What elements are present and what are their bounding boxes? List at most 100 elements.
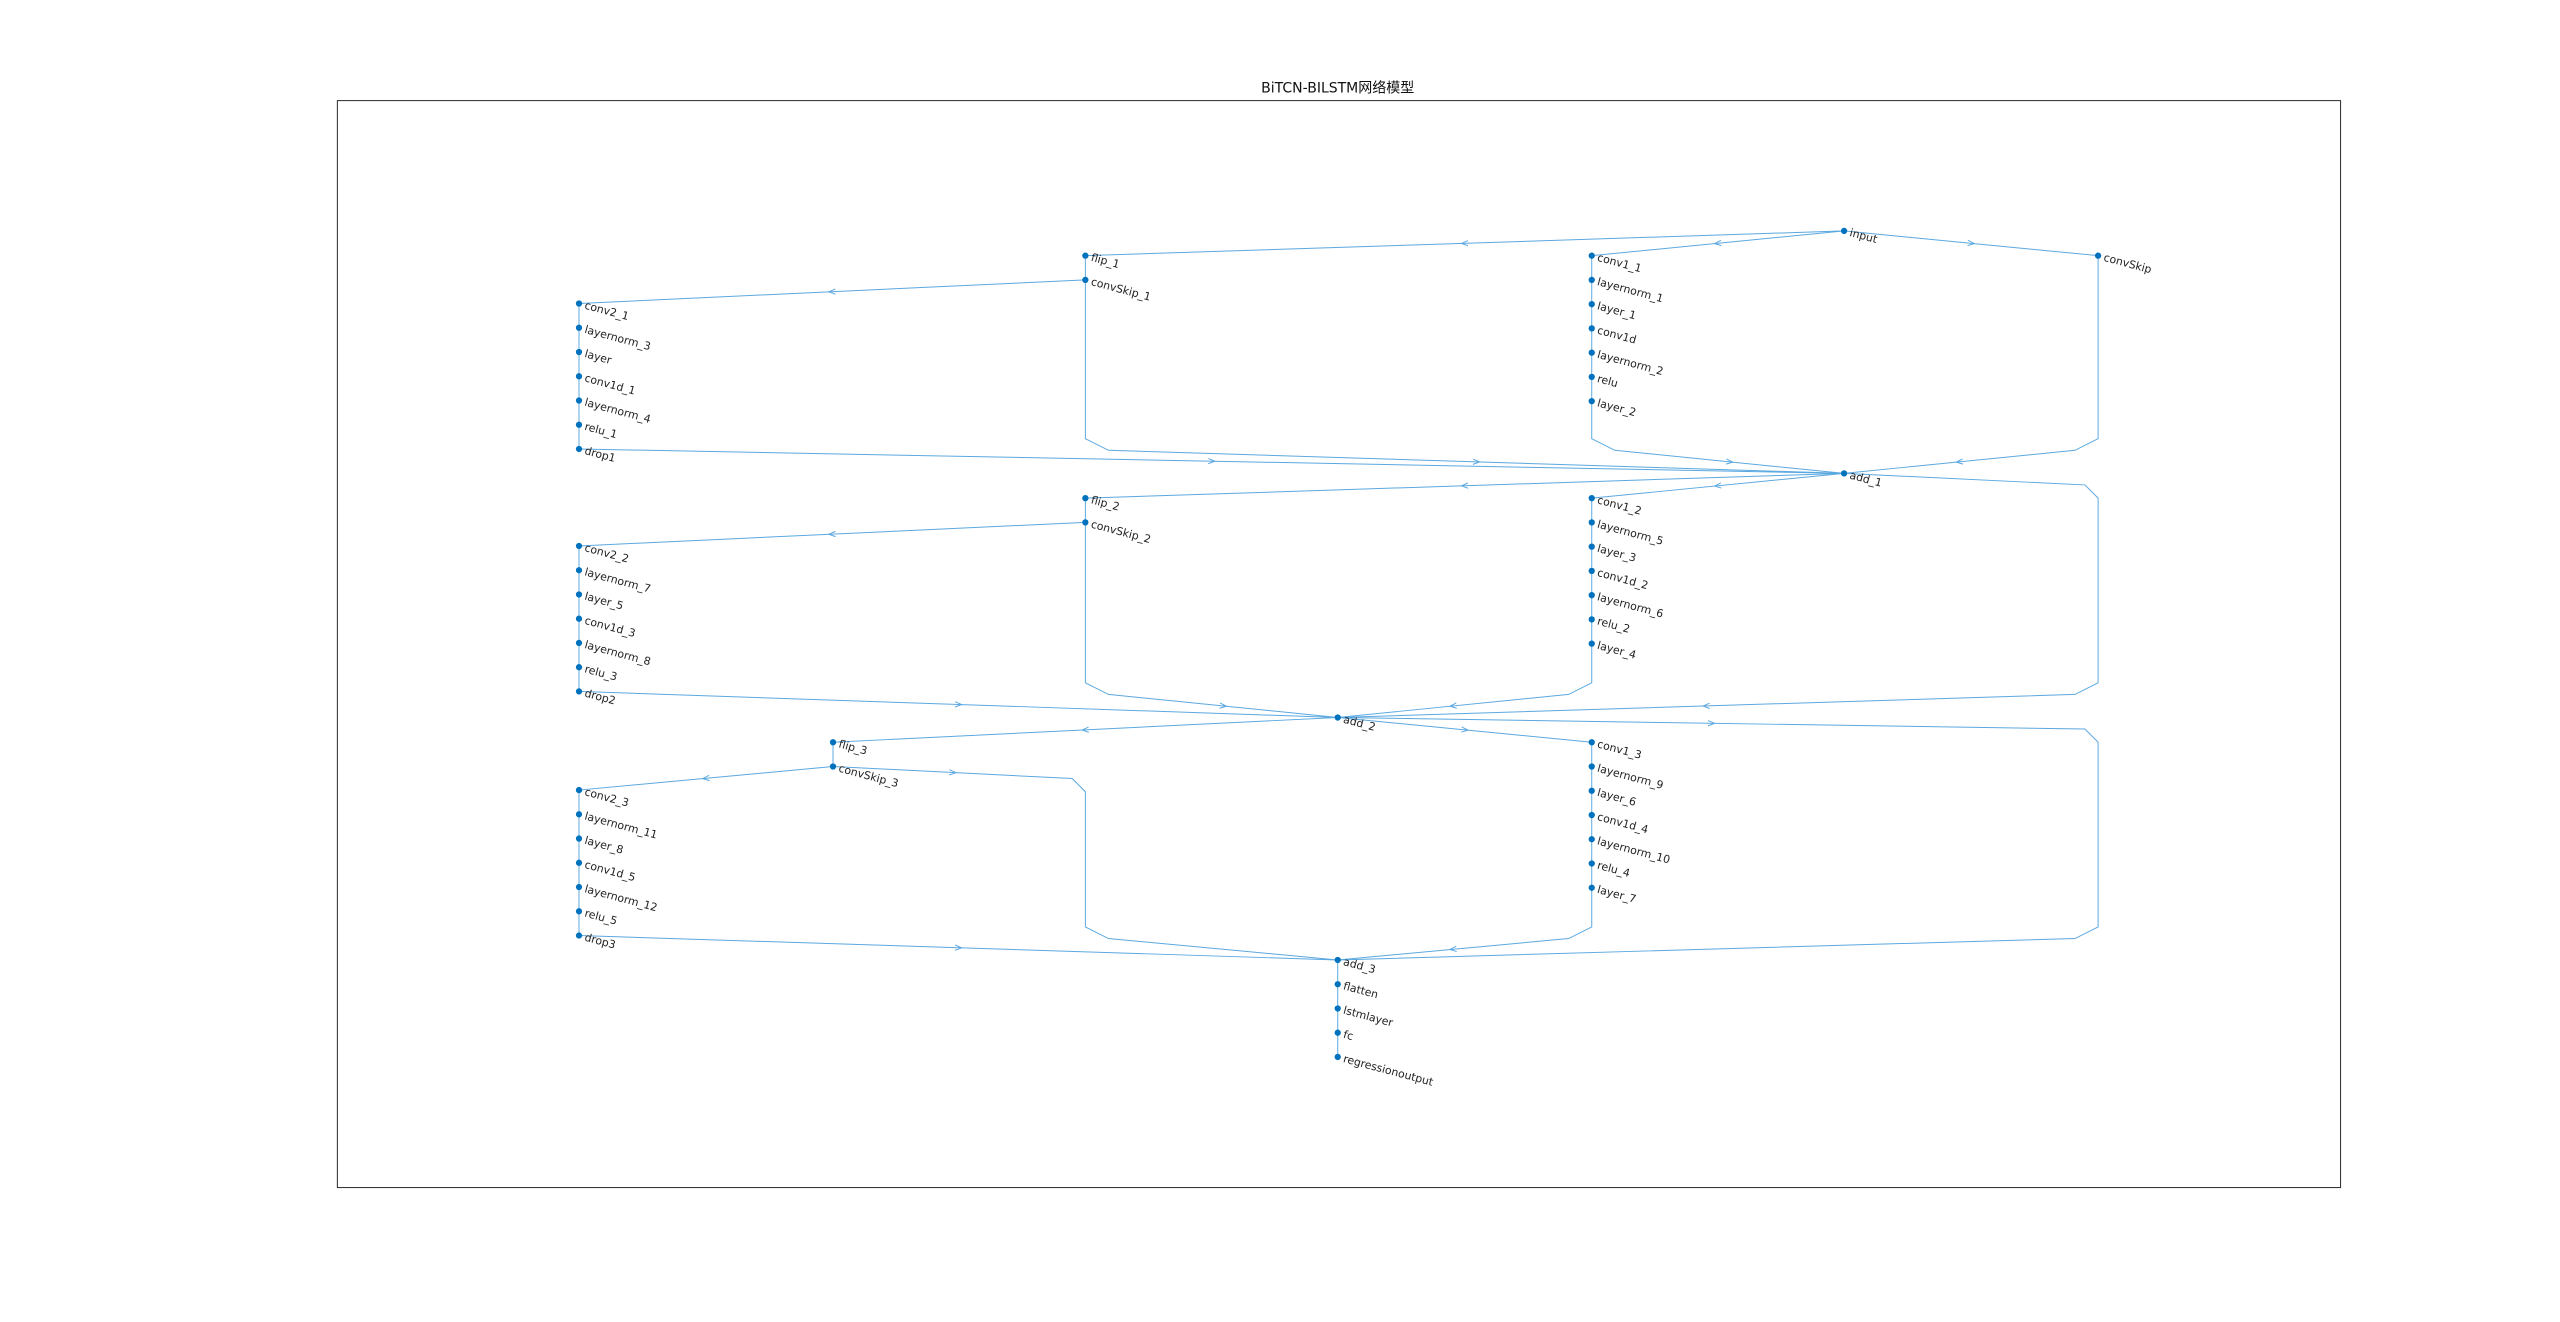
node bbox=[1588, 325, 1595, 332]
node bbox=[1588, 276, 1595, 284]
node bbox=[1334, 1029, 1341, 1036]
edge bbox=[1591, 230, 1845, 257]
edge-arrow bbox=[1713, 482, 1722, 489]
edge bbox=[578, 765, 834, 791]
node bbox=[1588, 252, 1595, 259]
node bbox=[575, 639, 583, 647]
edge bbox=[832, 716, 1338, 743]
edge-arrow bbox=[954, 701, 963, 708]
node bbox=[1588, 567, 1595, 574]
edge bbox=[1084, 279, 1845, 474]
node bbox=[575, 567, 583, 574]
edge bbox=[578, 521, 1086, 547]
node bbox=[1588, 640, 1595, 647]
edge-arrow bbox=[1080, 726, 1089, 733]
node bbox=[1082, 252, 1089, 259]
node bbox=[575, 348, 583, 356]
node bbox=[1588, 739, 1595, 746]
node bbox=[1588, 787, 1595, 794]
node-label: input bbox=[1848, 226, 1878, 246]
node bbox=[1334, 714, 1341, 721]
edge-arrow bbox=[1967, 239, 1976, 247]
node bbox=[575, 542, 583, 550]
edge-arrow bbox=[701, 774, 710, 782]
node-label: relu bbox=[1596, 372, 1619, 390]
edge bbox=[1844, 230, 2099, 257]
edge-arrow bbox=[949, 769, 958, 776]
node bbox=[1840, 470, 1848, 477]
node bbox=[575, 786, 583, 794]
edge-arrow bbox=[1219, 702, 1228, 709]
node bbox=[829, 763, 837, 770]
edge bbox=[1591, 472, 1845, 499]
edge-arrow bbox=[1707, 720, 1716, 727]
edge-arrow bbox=[827, 288, 836, 295]
node bbox=[575, 324, 583, 331]
node bbox=[1588, 543, 1595, 550]
edge-arrow bbox=[1725, 458, 1735, 465]
node bbox=[575, 397, 583, 404]
node bbox=[1588, 373, 1595, 381]
node bbox=[575, 688, 583, 695]
edge bbox=[578, 935, 1338, 961]
edge-arrow bbox=[1713, 239, 1722, 247]
node bbox=[575, 811, 583, 818]
node bbox=[1588, 836, 1595, 843]
node bbox=[1082, 519, 1089, 526]
node bbox=[575, 835, 583, 842]
node bbox=[575, 664, 583, 671]
edge bbox=[1337, 716, 1592, 743]
node bbox=[1588, 616, 1595, 623]
edge bbox=[1085, 230, 1845, 257]
edge bbox=[1337, 472, 2099, 718]
edge-arrow bbox=[827, 530, 836, 538]
node bbox=[1334, 1005, 1341, 1012]
node bbox=[1588, 884, 1595, 891]
node bbox=[575, 932, 583, 939]
node bbox=[575, 300, 583, 307]
edge bbox=[1337, 716, 2099, 961]
edge-arrow bbox=[1448, 702, 1457, 709]
node bbox=[1588, 591, 1595, 599]
plot-frame bbox=[336, 100, 2342, 1189]
edge-arrow bbox=[1208, 458, 1217, 465]
node bbox=[575, 591, 583, 598]
node bbox=[575, 445, 583, 453]
edges bbox=[578, 230, 2099, 1057]
node bbox=[1082, 494, 1089, 502]
edge bbox=[1337, 643, 1593, 718]
edge-arrow bbox=[1460, 482, 1469, 489]
node bbox=[1588, 494, 1595, 502]
edge bbox=[1337, 887, 1593, 961]
edge-arrow bbox=[1461, 726, 1470, 733]
edge bbox=[832, 765, 1338, 961]
node bbox=[575, 883, 583, 891]
edge-arrow bbox=[1472, 458, 1481, 465]
node bbox=[1588, 763, 1595, 770]
edge-arrow bbox=[1448, 945, 1457, 953]
node bbox=[575, 421, 583, 428]
edge bbox=[578, 690, 1338, 718]
edge-arrow bbox=[1954, 458, 1964, 465]
node bbox=[1082, 276, 1089, 284]
edge bbox=[1844, 255, 2099, 474]
edge bbox=[578, 448, 1845, 474]
edge bbox=[1591, 401, 1845, 474]
node bbox=[829, 739, 837, 746]
node bbox=[1588, 811, 1595, 819]
node bbox=[1334, 981, 1341, 988]
node-label: fc bbox=[1342, 1028, 1355, 1043]
edge bbox=[1085, 472, 1845, 499]
node bbox=[1840, 227, 1848, 235]
edge bbox=[1084, 522, 1338, 718]
node bbox=[1334, 1053, 1341, 1061]
diagram-title: BiTCN-BILSTM网络模型 bbox=[1261, 80, 1414, 96]
node bbox=[575, 373, 583, 380]
edge-arrow bbox=[954, 944, 963, 951]
node bbox=[1588, 519, 1595, 526]
edge-arrow bbox=[1460, 240, 1469, 247]
node bbox=[1588, 301, 1595, 308]
node bbox=[2094, 252, 2102, 259]
